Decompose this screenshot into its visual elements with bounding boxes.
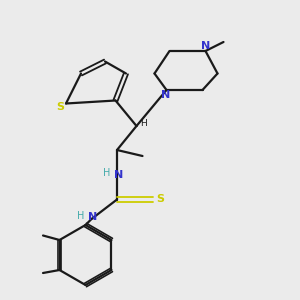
Text: N: N [114,170,123,181]
Text: H: H [103,168,110,178]
Text: H: H [140,118,146,127]
Text: N: N [88,212,98,223]
Text: N: N [201,41,210,52]
Text: H: H [77,211,85,221]
Text: N: N [161,90,170,100]
Text: S: S [57,102,64,112]
Text: S: S [157,194,164,205]
